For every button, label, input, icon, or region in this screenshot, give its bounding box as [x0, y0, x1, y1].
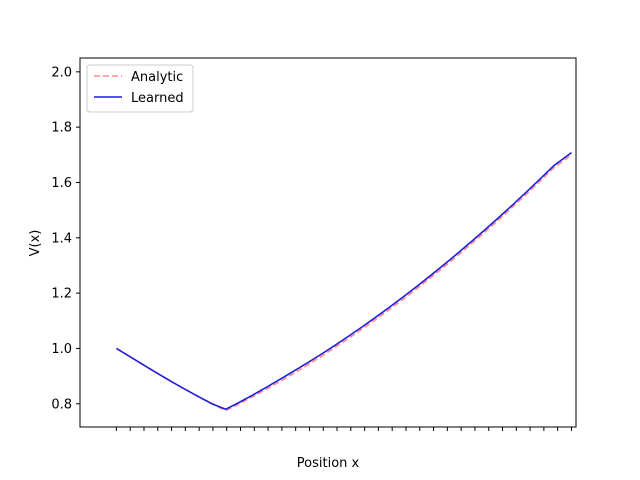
- data-point-analytic: [443, 266, 445, 268]
- data-point-learned: [416, 286, 418, 288]
- y-tick-label: 1.8: [51, 121, 72, 136]
- y-tick-label: 1.6: [51, 176, 72, 191]
- data-point-learned: [266, 386, 268, 388]
- data-point-learned: [402, 296, 404, 298]
- y-tick-label: 0.8: [51, 397, 72, 412]
- data-point-learned: [129, 356, 131, 358]
- data-point-analytic: [471, 243, 473, 245]
- data-point-analytic: [320, 356, 322, 358]
- data-point-analytic: [307, 364, 309, 366]
- data-point-learned: [225, 409, 227, 411]
- data-point-learned: [348, 335, 350, 337]
- data-point-analytic: [389, 309, 391, 311]
- data-point-analytic: [293, 373, 295, 375]
- series-line-learned: [115, 151, 572, 411]
- data-point-analytic: [430, 277, 432, 279]
- data-point-learned: [539, 179, 541, 181]
- data-point-analytic: [402, 298, 404, 300]
- y-axis-ticks: 0.8 1.0 1.2 1.4 1.6 1.8 2.0: [51, 65, 80, 412]
- data-point-analytic: [525, 194, 527, 196]
- data-point-learned: [511, 204, 513, 206]
- data-point-analytic: [539, 181, 541, 183]
- data-point-analytic: [375, 319, 377, 321]
- data-point-learned: [334, 345, 336, 347]
- data-point-learned: [170, 381, 172, 383]
- series-line-analytic: [115, 154, 572, 412]
- data-point-learned: [116, 348, 118, 350]
- data-point-learned: [571, 152, 573, 154]
- data-point-analytic: [416, 288, 418, 290]
- data-point-learned: [184, 388, 186, 390]
- y-tick-label: 1.4: [51, 231, 72, 246]
- legend-label-learned: Learned: [131, 91, 184, 106]
- data-point-learned: [252, 394, 254, 396]
- x-axis-ticks: [115, 427, 572, 431]
- data-point-learned: [307, 362, 309, 364]
- data-point-learned: [293, 370, 295, 372]
- data-point-learned: [498, 217, 500, 219]
- data-point-learned: [389, 306, 391, 308]
- data-point-learned: [552, 165, 554, 167]
- data-point-learned: [238, 402, 240, 404]
- series-layer: [115, 151, 573, 412]
- legend-label-analytic: Analytic: [131, 70, 183, 85]
- data-point-analytic: [348, 338, 350, 340]
- data-point-learned: [443, 264, 445, 266]
- data-point-analytic: [511, 207, 513, 209]
- data-point-learned: [430, 275, 432, 277]
- data-point-analytic: [571, 154, 573, 156]
- data-point-learned: [211, 403, 213, 405]
- data-point-learned: [375, 316, 377, 318]
- data-point-analytic: [225, 410, 227, 412]
- data-point-learned: [471, 241, 473, 243]
- data-point-learned: [320, 353, 322, 355]
- x-axis-label: Position x: [297, 456, 360, 471]
- data-point-learned: [484, 229, 486, 231]
- data-point-analytic: [498, 219, 500, 221]
- data-point-learned: [198, 396, 200, 398]
- data-point-analytic: [279, 381, 281, 383]
- data-point-learned: [525, 192, 527, 194]
- data-point-analytic: [484, 231, 486, 233]
- y-axis-label: V(x): [28, 230, 43, 257]
- data-point-learned: [143, 364, 145, 366]
- data-point-learned: [457, 252, 459, 254]
- plot-area: [79, 57, 577, 428]
- axes-frame: [79, 57, 577, 428]
- data-point-learned: [361, 326, 363, 328]
- legend: Analytic Learned: [86, 64, 194, 113]
- y-tick-label: 1.2: [51, 287, 72, 302]
- data-point-learned: [157, 373, 159, 375]
- data-point-analytic: [457, 255, 459, 257]
- data-point-learned: [279, 378, 281, 380]
- y-tick-label: 1.0: [51, 342, 72, 357]
- data-point-analytic: [266, 388, 268, 390]
- data-point-analytic: [334, 347, 336, 349]
- data-point-analytic: [361, 328, 363, 330]
- y-tick-label: 2.0: [51, 65, 72, 80]
